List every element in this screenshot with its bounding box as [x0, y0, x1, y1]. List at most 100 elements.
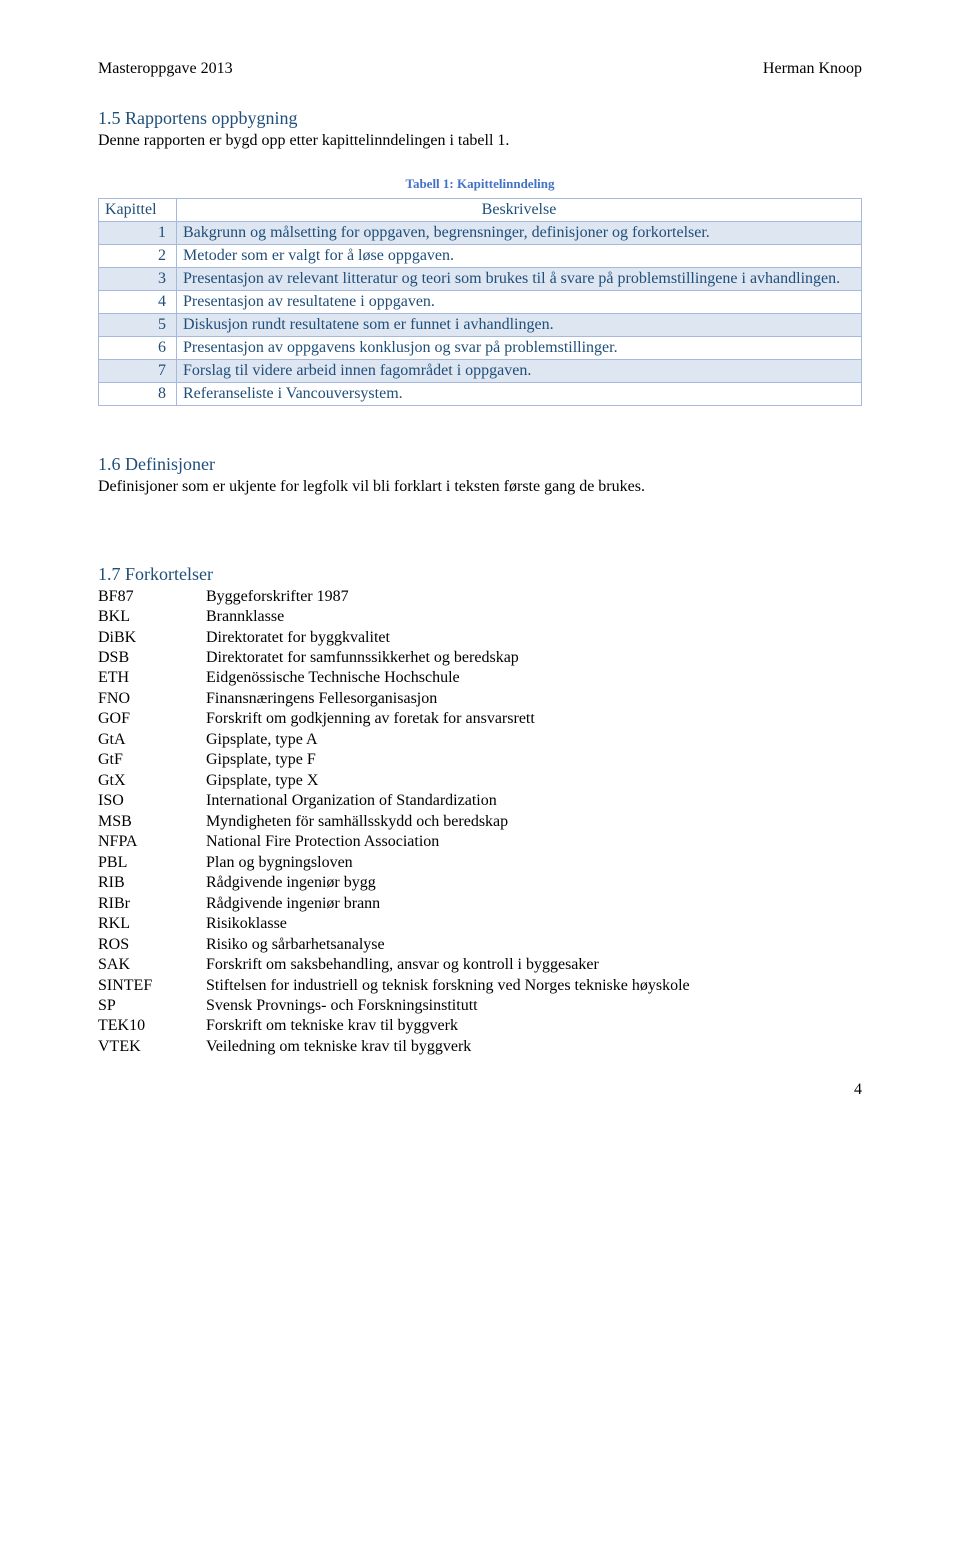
abbreviation-row: DSBDirektoratet for samfunnssikkerhet og… — [98, 648, 862, 668]
abbreviation-row: GtAGipsplate, type A — [98, 730, 862, 750]
abbreviation-key: GOF — [98, 709, 206, 729]
abbreviation-key: RIBr — [98, 894, 206, 914]
abbreviation-value: Byggeforskrifter 1987 — [206, 587, 862, 607]
table-cell-kapittel: 2 — [99, 244, 177, 267]
abbreviation-key: SP — [98, 996, 206, 1016]
abbreviation-value: Finansnæringens Fellesorganisasjon — [206, 689, 862, 709]
abbreviation-row: RIBrRådgivende ingeniør brann — [98, 894, 862, 914]
col-header-kapittel: Kapittel — [99, 198, 177, 221]
abbreviation-value: National Fire Protection Association — [206, 832, 862, 852]
table-row: 5Diskusjon rundt resultatene som er funn… — [99, 313, 862, 336]
table-cell-kapittel: 4 — [99, 290, 177, 313]
abbreviation-row: GOFForskrift om godkjenning av foretak f… — [98, 709, 862, 729]
table-row: 2Metoder som er valgt for å løse oppgave… — [99, 244, 862, 267]
abbreviation-row: SAKForskrift om saksbehandling, ansvar o… — [98, 955, 862, 975]
abbreviation-key: RKL — [98, 914, 206, 934]
abbreviation-row: GtFGipsplate, type F — [98, 750, 862, 770]
abbreviation-value: Direktoratet for byggkvalitet — [206, 628, 862, 648]
abbreviation-row: PBLPlan og bygningsloven — [98, 853, 862, 873]
abbreviation-row: VTEKVeiledning om tekniske krav til bygg… — [98, 1037, 862, 1057]
table-cell-beskrivelse: Presentasjon av oppgavens konklusjon og … — [177, 336, 862, 359]
table-1-caption: Tabell 1: Kapittelinndeling — [98, 176, 862, 192]
abbreviation-key: ROS — [98, 935, 206, 955]
abbreviation-row: ROSRisiko og sårbarhetsanalyse — [98, 935, 862, 955]
table-row: 6Presentasjon av oppgavens konklusjon og… — [99, 336, 862, 359]
abbreviation-value: Eidgenössische Technische Hochschule — [206, 668, 862, 688]
abbreviation-key: SAK — [98, 955, 206, 975]
abbreviation-value: Rådgivende ingeniør brann — [206, 894, 862, 914]
table-cell-kapittel: 6 — [99, 336, 177, 359]
abbreviation-key: PBL — [98, 853, 206, 873]
abbreviation-key: ISO — [98, 791, 206, 811]
table-cell-kapittel: 3 — [99, 267, 177, 290]
abbreviation-list: BF87Byggeforskrifter 1987BKLBrannklasseD… — [98, 587, 862, 1058]
abbreviation-row: ISOInternational Organization of Standar… — [98, 791, 862, 811]
abbreviation-row: NFPANational Fire Protection Association — [98, 832, 862, 852]
table-row: 1Bakgrunn og målsetting for oppgaven, be… — [99, 221, 862, 244]
table-cell-beskrivelse: Metoder som er valgt for å løse oppgaven… — [177, 244, 862, 267]
document-page: Masteroppgave 2013 Herman Knoop 1.5 Rapp… — [0, 0, 960, 1139]
page-header: Masteroppgave 2013 Herman Knoop — [98, 60, 862, 78]
abbreviation-row: FNOFinansnæringens Fellesorganisasjon — [98, 689, 862, 709]
table-cell-beskrivelse: Presentasjon av resultatene i oppgaven. — [177, 290, 862, 313]
abbreviation-key: GtF — [98, 750, 206, 770]
abbreviation-key: BF87 — [98, 587, 206, 607]
abbreviation-value: Stiftelsen for industriell og teknisk fo… — [206, 976, 862, 996]
abbreviation-value: Brannklasse — [206, 607, 862, 627]
abbreviation-key: ETH — [98, 668, 206, 688]
abbreviation-row: RIBRådgivende ingeniør bygg — [98, 873, 862, 893]
abbreviation-value: Myndigheten för samhällsskydd och bereds… — [206, 812, 862, 832]
abbreviation-key: DSB — [98, 648, 206, 668]
abbreviation-key: BKL — [98, 607, 206, 627]
table-cell-beskrivelse: Presentasjon av relevant litteratur og t… — [177, 267, 862, 290]
kapittel-table: Kapittel Beskrivelse 1Bakgrunn og målset… — [98, 198, 862, 406]
header-right: Herman Knoop — [763, 60, 862, 78]
section-1-5-title: 1.5 Rapportens oppbygning — [98, 108, 862, 129]
abbreviation-key: FNO — [98, 689, 206, 709]
abbreviation-key: VTEK — [98, 1037, 206, 1057]
abbreviation-value: Gipsplate, type A — [206, 730, 862, 750]
abbreviation-value: International Organization of Standardiz… — [206, 791, 862, 811]
header-left: Masteroppgave 2013 — [98, 60, 233, 78]
section-1-6-text: Definisjoner som er ukjente for legfolk … — [98, 477, 862, 498]
table-cell-kapittel: 5 — [99, 313, 177, 336]
abbreviation-row: TEK10Forskrift om tekniske krav til bygg… — [98, 1016, 862, 1036]
abbreviation-key: TEK10 — [98, 1016, 206, 1036]
abbreviation-row: SINTEFStiftelsen for industriell og tekn… — [98, 976, 862, 996]
abbreviation-value: Gipsplate, type F — [206, 750, 862, 770]
table-row: 7Forslag til videre arbeid innen fagområ… — [99, 359, 862, 382]
col-header-beskrivelse: Beskrivelse — [177, 198, 862, 221]
abbreviation-value: Direktoratet for samfunnssikkerhet og be… — [206, 648, 862, 668]
table-row: 4Presentasjon av resultatene i oppgaven. — [99, 290, 862, 313]
abbreviation-row: BF87Byggeforskrifter 1987 — [98, 587, 862, 607]
abbreviation-value: Veiledning om tekniske krav til byggverk — [206, 1037, 862, 1057]
table-cell-beskrivelse: Forslag til videre arbeid innen fagområd… — [177, 359, 862, 382]
abbreviation-row: RKLRisikoklasse — [98, 914, 862, 934]
table-row: 3Presentasjon av relevant litteratur og … — [99, 267, 862, 290]
abbreviation-value: Risiko og sårbarhetsanalyse — [206, 935, 862, 955]
abbreviation-key: MSB — [98, 812, 206, 832]
table-cell-kapittel: 8 — [99, 382, 177, 405]
abbreviation-row: ETHEidgenössische Technische Hochschule — [98, 668, 862, 688]
abbreviation-value: Forskrift om saksbehandling, ansvar og k… — [206, 955, 862, 975]
section-1-7-title: 1.7 Forkortelser — [98, 564, 862, 585]
abbreviation-row: GtXGipsplate, type X — [98, 771, 862, 791]
abbreviation-key: GtX — [98, 771, 206, 791]
abbreviation-row: BKLBrannklasse — [98, 607, 862, 627]
abbreviation-value: Forskrift om tekniske krav til byggverk — [206, 1016, 862, 1036]
section-1-5-text: Denne rapporten er bygd opp etter kapitt… — [98, 131, 862, 152]
table-cell-beskrivelse: Diskusjon rundt resultatene som er funne… — [177, 313, 862, 336]
page-number: 4 — [98, 1081, 862, 1099]
abbreviation-key: GtA — [98, 730, 206, 750]
abbreviation-row: MSBMyndigheten för samhällsskydd och ber… — [98, 812, 862, 832]
abbreviation-key: DiBK — [98, 628, 206, 648]
abbreviation-row: SPSvensk Provnings- och Forskningsinstit… — [98, 996, 862, 1016]
abbreviation-value: Gipsplate, type X — [206, 771, 862, 791]
abbreviation-value: Risikoklasse — [206, 914, 862, 934]
table-cell-kapittel: 1 — [99, 221, 177, 244]
abbreviation-value: Forskrift om godkjenning av foretak for … — [206, 709, 862, 729]
abbreviation-value: Svensk Provnings- och Forskningsinstitut… — [206, 996, 862, 1016]
section-1-6-title: 1.6 Definisjoner — [98, 454, 862, 475]
table-cell-kapittel: 7 — [99, 359, 177, 382]
table-row: 8Referanseliste i Vancouversystem. — [99, 382, 862, 405]
